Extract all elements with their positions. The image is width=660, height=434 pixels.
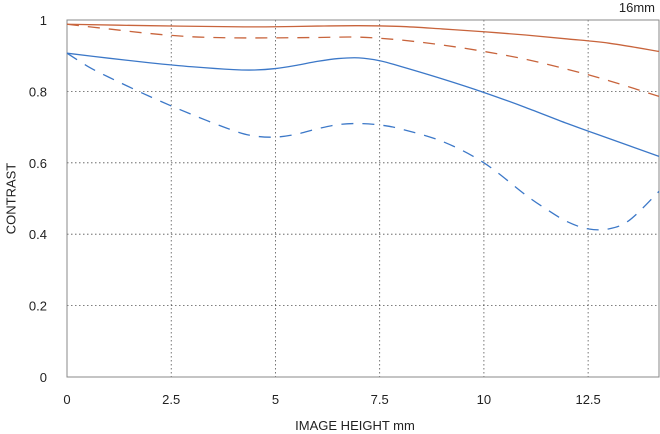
focal-length-annotation: 16mm xyxy=(619,0,655,15)
y-tick-label: 1 xyxy=(40,13,47,28)
x-tick-label: 0 xyxy=(63,392,70,407)
series-line-2 xyxy=(66,23,660,98)
series-line-4 xyxy=(66,52,660,231)
y-axis-title: CONTRAST xyxy=(3,163,18,235)
y-tick-label: 0 xyxy=(40,370,47,385)
x-tick-label: 5 xyxy=(272,392,279,407)
x-tick-label: 12.5 xyxy=(575,392,600,407)
series-line-1 xyxy=(66,23,660,53)
series-line-3 xyxy=(66,52,660,157)
x-tick-label: 10 xyxy=(477,392,491,407)
plot-frame xyxy=(66,19,660,378)
x-axis-title: IMAGE HEIGHT mm xyxy=(295,418,415,433)
y-tick-label: 0.4 xyxy=(29,227,47,242)
y-tick-label: 0.8 xyxy=(29,84,47,99)
x-tick-label: 2.5 xyxy=(162,392,180,407)
series-lines xyxy=(66,23,660,231)
y-tick-label: 0.2 xyxy=(29,299,47,314)
grid-lines xyxy=(67,19,659,377)
y-tick-label: 0.6 xyxy=(29,156,47,171)
tick-labels: 0 2.5 5 7.5 10 12.5 0 0.2 0.4 0.6 0.8 1 xyxy=(29,13,601,407)
x-tick-label: 7.5 xyxy=(371,392,389,407)
